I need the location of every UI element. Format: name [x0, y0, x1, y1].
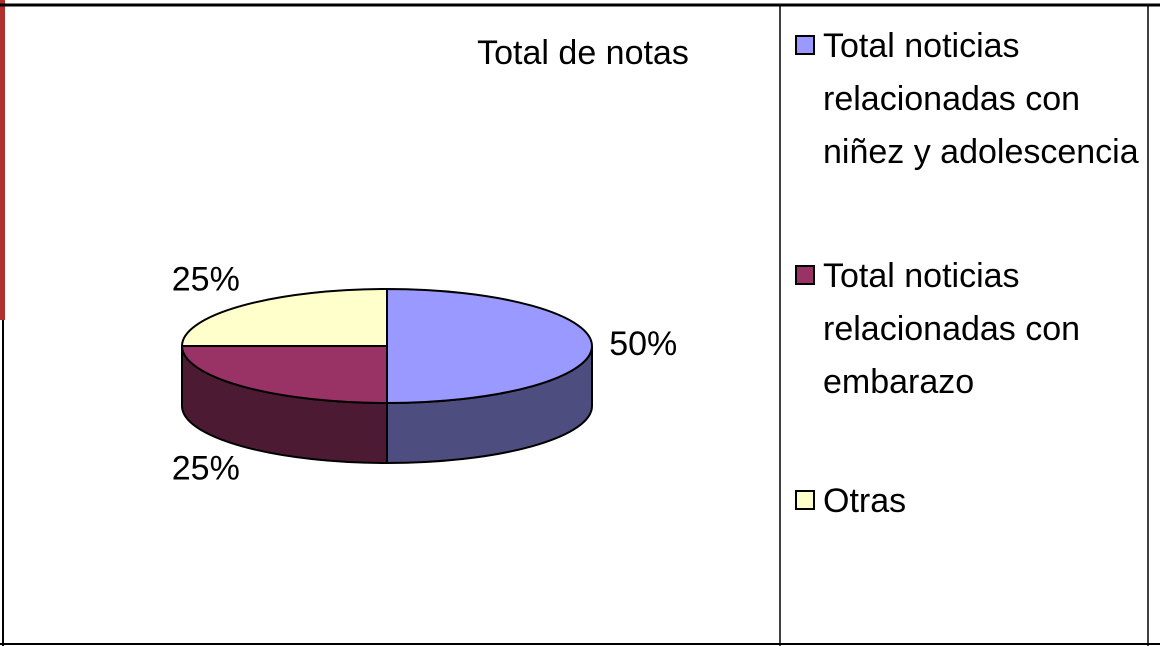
legend-label: Otras [823, 475, 1143, 528]
legend-entry: Total noticias relacionadas con niñez y … [795, 20, 1145, 179]
legend-label: Total noticias relacionadas con embarazo [823, 250, 1143, 409]
legend-entry: Total noticias relacionadas con embarazo [795, 250, 1145, 409]
chart-title: Total de notas [477, 34, 689, 72]
legend-swatch [795, 490, 815, 510]
pie: 50% 25% 25% [172, 260, 678, 487]
data-label: 25% [172, 449, 240, 487]
edge-decoration [0, 0, 5, 320]
legend-label: Total noticias relacionadas con niñez y … [823, 20, 1143, 179]
legend-swatch [795, 265, 815, 285]
legend-swatch [795, 35, 815, 55]
data-label: 25% [172, 260, 240, 298]
data-label: 50% [609, 325, 677, 363]
legend-entry: Otras [795, 475, 1145, 528]
page: {"chart_data": {"type": "pie", "title": … [0, 0, 1160, 646]
